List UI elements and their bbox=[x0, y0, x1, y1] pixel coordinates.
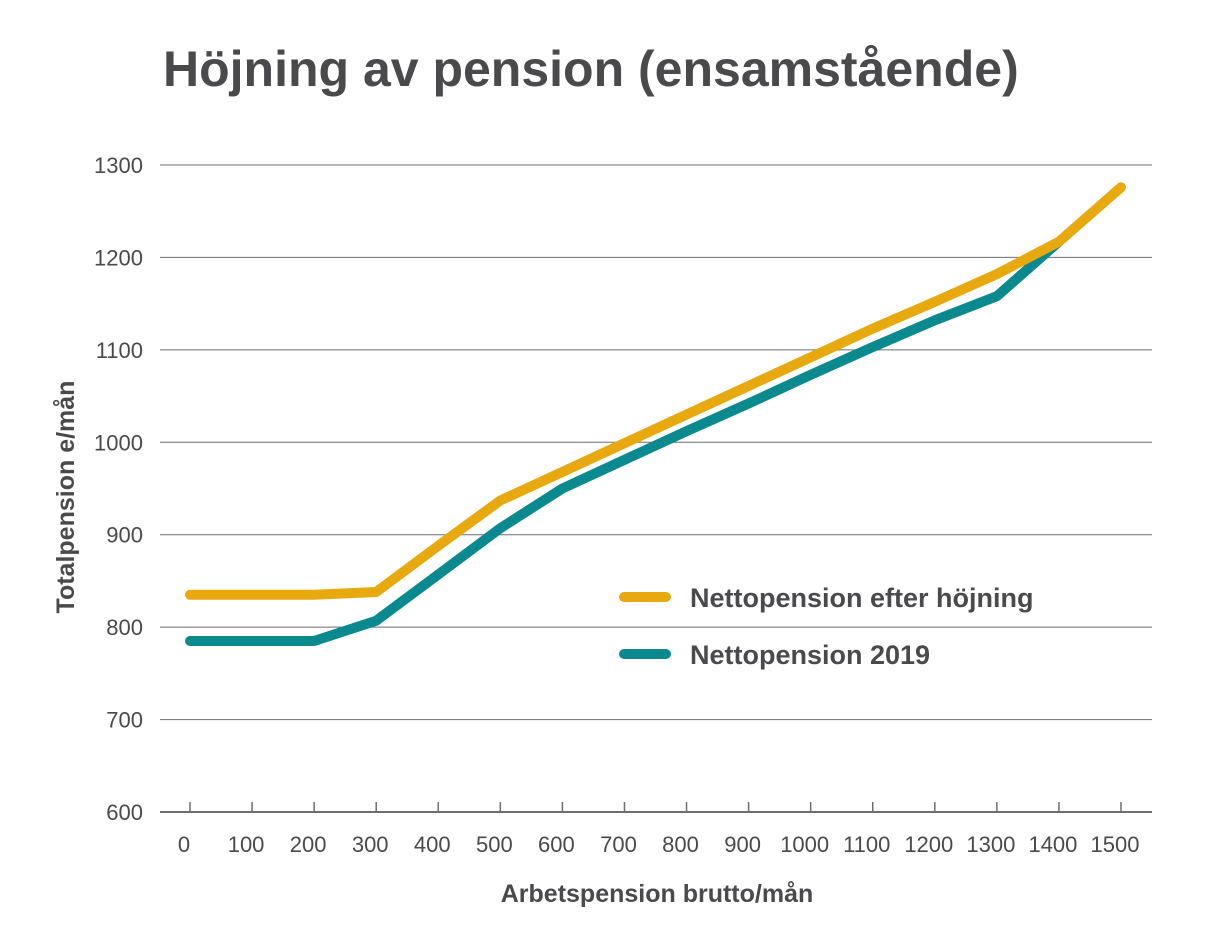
x-tick-label: 1000 bbox=[780, 832, 829, 857]
gridlines: 600 700 800 900 1000 1100 1200 1300 bbox=[94, 153, 1152, 825]
y-tick-label: 600 bbox=[106, 800, 143, 825]
x-tick-label: 1500 bbox=[1091, 832, 1140, 857]
x-tick-label: 0 bbox=[178, 832, 190, 857]
y-axis-title: Totalpension e/mån bbox=[52, 381, 80, 614]
legend: Nettopension efter höjning Nettopension 2… bbox=[619, 583, 1034, 670]
series-line-nettopension-efter-hojning bbox=[185, 182, 1126, 600]
x-tick-label: 1400 bbox=[1028, 832, 1077, 857]
y-tick-label: 1300 bbox=[94, 153, 143, 178]
x-axis: 0 100 200 300 400 500 600 700 800 900 1000 1100 1200… bbox=[160, 802, 1152, 857]
x-tick-label: 800 bbox=[662, 832, 699, 857]
series-lines bbox=[185, 182, 1126, 646]
x-tick-label: 500 bbox=[476, 832, 513, 857]
chart-title: Höjning av pension (ensamstående) bbox=[163, 41, 1019, 97]
x-tick-label: 1200 bbox=[904, 832, 953, 857]
y-tick-label: 1100 bbox=[96, 338, 143, 363]
x-tick-label: 1100 bbox=[843, 832, 890, 857]
x-tick-label: 400 bbox=[414, 832, 451, 857]
x-tick-label: 600 bbox=[538, 832, 575, 857]
x-tick-label: 200 bbox=[290, 832, 327, 857]
y-tick-label: 700 bbox=[106, 708, 143, 733]
x-tick-label: 700 bbox=[600, 832, 637, 857]
series-line-nettopension-2019 bbox=[185, 236, 1064, 646]
y-tick-label: 1200 bbox=[94, 245, 143, 270]
x-tick-label: 100 bbox=[228, 832, 265, 857]
legend-label: Nettopension 2019 bbox=[690, 640, 930, 670]
x-tick-label: 900 bbox=[724, 832, 761, 857]
y-tick-label: 800 bbox=[106, 615, 143, 640]
y-tick-label: 900 bbox=[106, 523, 143, 548]
x-tick-label: 1300 bbox=[966, 832, 1015, 857]
x-axis-title: Arbetspension brutto/mån bbox=[501, 880, 814, 908]
x-tick-label: 300 bbox=[352, 832, 389, 857]
y-tick-label: 1000 bbox=[94, 430, 143, 455]
legend-label: Nettopension efter höjning bbox=[690, 583, 1034, 613]
